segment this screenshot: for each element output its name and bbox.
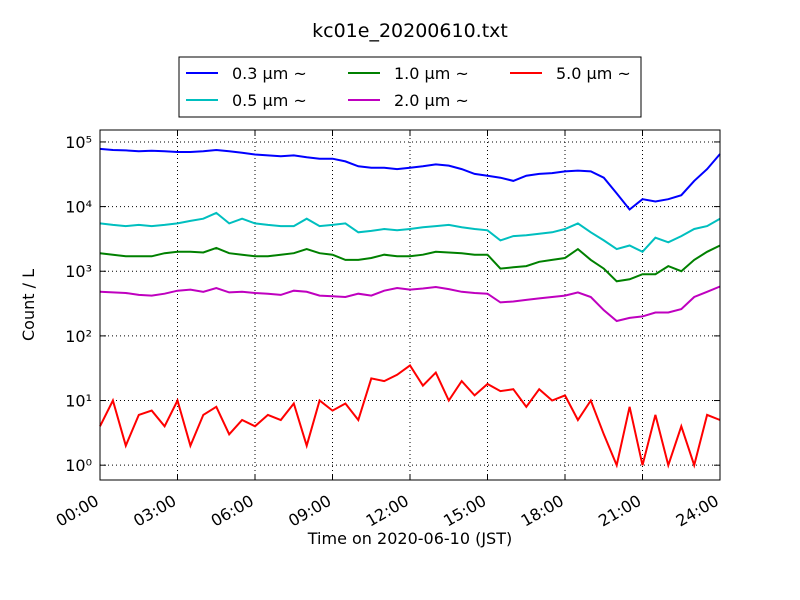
plot-frame [99,129,721,481]
legend-box [178,56,642,118]
legend-label: 0.5 μm ~ [232,91,307,110]
y-tick-label: 10⁵ [65,133,92,152]
y-axis-label: Count / L [19,269,38,341]
legend-label: 2.0 μm ~ [394,91,469,110]
data-line [99,285,721,323]
legend-label: 5.0 μm ~ [556,64,631,83]
data-line [99,147,721,211]
legend-label: 0.3 μm ~ [232,64,307,83]
data-line [99,211,721,254]
data-line [99,363,721,469]
y-tick-label: 10³ [65,262,92,281]
data-line [99,244,721,283]
chart-title: kc01e_20200610.txt [312,20,508,42]
y-tick-label: 10² [65,327,92,346]
legend-label: 1.0 μm ~ [394,64,469,83]
y-tick-label: 10⁴ [65,198,92,217]
y-tick-label: 10⁰ [65,456,92,475]
y-tick-label: 10¹ [65,392,92,411]
x-axis-label: Time on 2020-06-10 (JST) [307,529,512,548]
